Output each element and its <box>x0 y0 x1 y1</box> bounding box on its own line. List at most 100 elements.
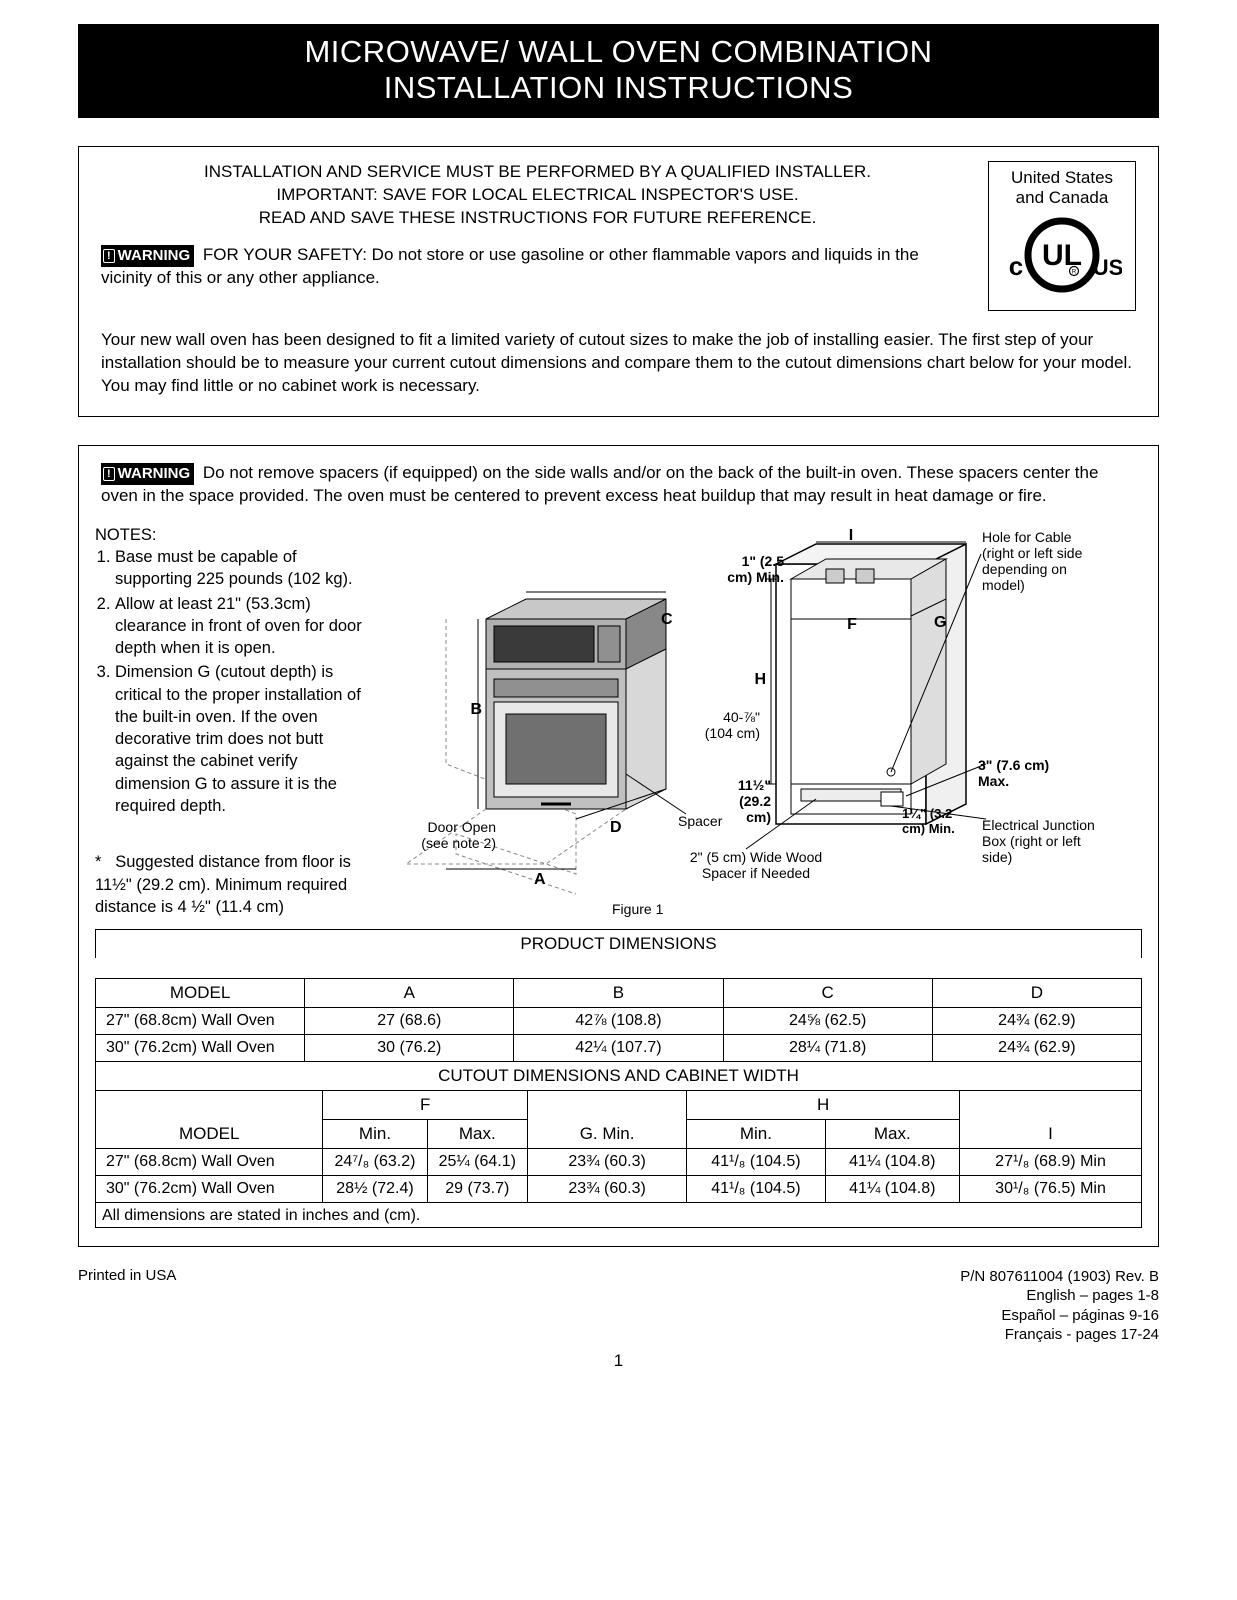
table-row: 30" (76.2cm) Wall Oven 30 (76.2) 42¼ (10… <box>96 1034 1142 1061</box>
door-open-label: Door Open (see note 2) <box>406 819 496 851</box>
center-line1: INSTALLATION AND SERVICE MUST BE PERFORM… <box>101 161 974 184</box>
figure-column: B C D A <box>386 524 1146 929</box>
three-in-label: 3" (7.6 cm) Max. <box>978 757 1068 789</box>
ul-country-label: United States and Canada <box>997 168 1127 209</box>
cell: 30 (76.2) <box>305 1034 514 1061</box>
cell: 27 (68.6) <box>305 1007 514 1034</box>
cell: 28¼ (71.8) <box>723 1034 932 1061</box>
hole-cable-label: Hole for Cable (right or left side depen… <box>982 529 1097 593</box>
col-i: I <box>960 1090 1142 1148</box>
title-line1: MICROWAVE/ WALL OVEN COMBINATION <box>304 34 932 69</box>
note-2: Allow at least 21" (53.3cm) clearance in… <box>115 593 370 660</box>
safety-warning: !WARNING FOR YOUR SAFETY: Do not store o… <box>101 244 974 290</box>
safety-text: FOR YOUR SAFETY: Do not store or use gas… <box>101 245 919 287</box>
cell: 30" (76.2cm) Wall Oven <box>96 1034 305 1061</box>
table-row: MODEL A B C D <box>96 978 1142 1007</box>
document-title: MICROWAVE/ WALL OVEN COMBINATION INSTALL… <box>78 24 1159 118</box>
cell: 23¾ (60.3) <box>528 1175 687 1202</box>
col-d: D <box>932 978 1141 1007</box>
notes-header: NOTES: <box>95 524 370 546</box>
center-line2: IMPORTANT: SAVE FOR LOCAL ELECTRICAL INS… <box>101 184 974 207</box>
warning-label-2: WARNING <box>118 465 191 482</box>
center-line3: READ AND SAVE THESE INSTRUCTIONS FOR FUT… <box>101 207 974 230</box>
svg-text:US: US <box>1093 255 1122 280</box>
warning-label: WARNING <box>118 247 191 264</box>
warning-triangle-icon-2: ! <box>103 467 115 481</box>
cell: 41¼ (104.8) <box>825 1175 959 1202</box>
cell: 27¹/₈ (68.9) Min <box>960 1148 1142 1175</box>
lang-spanish: Español – páginas 9-16 <box>960 1306 1159 1326</box>
intro-paragraph: Your new wall oven has been designed to … <box>101 329 1136 398</box>
installer-notice: INSTALLATION AND SERVICE MUST BE PERFORM… <box>101 161 974 230</box>
spacer-warning-text: Do not remove spacers (if equipped) on t… <box>101 463 1098 505</box>
cell: 41¼ (104.8) <box>825 1148 959 1175</box>
col-fmax: Max. <box>427 1119 527 1148</box>
main-content-box: !WARNING Do not remove spacers (if equip… <box>78 445 1159 1247</box>
col-hmin: Min. <box>687 1119 825 1148</box>
lang-english: English – pages 1-8 <box>960 1286 1159 1306</box>
cell: 30" (76.2cm) Wall Oven <box>96 1175 323 1202</box>
ul-certification-box: United States and Canada UL R c US <box>988 161 1136 311</box>
cell: 25¼ (64.1) <box>427 1148 527 1175</box>
forty-label: 40-⅞" (104 cm) <box>704 709 760 741</box>
all-dimensions-note: All dimensions are stated in inches and … <box>95 1203 1142 1228</box>
col-b: B <box>514 978 723 1007</box>
product-dimensions-table: MODEL A B C D 27" (68.8cm) Wall Oven 27 … <box>95 978 1142 1062</box>
cell: 24⅝ (62.5) <box>723 1007 932 1034</box>
table-row: MODEL F G. Min. H I <box>96 1090 1142 1119</box>
printed-in-usa: Printed in USA <box>78 1267 176 1284</box>
warning-badge-2: !WARNING <box>101 463 194 485</box>
col-a: A <box>305 978 514 1007</box>
junction-label: Electrical Junction Box (right or left s… <box>982 817 1112 865</box>
cell: 41¹/₈ (104.5) <box>687 1175 825 1202</box>
part-number: P/N 807611004 (1903) Rev. B <box>960 1267 1159 1287</box>
table1-caption: PRODUCT DIMENSIONS <box>95 929 1142 958</box>
warning-triangle-icon: ! <box>103 249 115 263</box>
table-row: 27" (68.8cm) Wall Oven 27 (68.6) 42⅞ (10… <box>96 1007 1142 1034</box>
col-f: F <box>323 1090 528 1119</box>
cell: 42¼ (107.7) <box>514 1034 723 1061</box>
col-model: MODEL <box>96 978 305 1007</box>
page-footer: Printed in USA P/N 807611004 (1903) Rev.… <box>78 1267 1159 1345</box>
cell: 30¹/₈ (76.5) Min <box>960 1175 1142 1202</box>
notes-column: NOTES: Base must be capable of supportin… <box>95 524 370 918</box>
cell: 29 (73.7) <box>427 1175 527 1202</box>
figure-caption: Figure 1 <box>612 901 663 917</box>
warning-badge: !WARNING <box>101 245 194 267</box>
ul-logo-icon: UL R c US <box>1002 213 1122 297</box>
cell: 27" (68.8cm) Wall Oven <box>96 1148 323 1175</box>
svg-text:R: R <box>1072 269 1077 275</box>
spacer-warning-paragraph: !WARNING Do not remove spacers (if equip… <box>101 462 1136 508</box>
table-row: 30" (76.2cm) Wall Oven 28½ (72.4) 29 (73… <box>96 1175 1142 1202</box>
asterisk: * <box>95 853 101 871</box>
title-line2: INSTALLATION INSTRUCTIONS <box>78 70 1159 106</box>
table-row: 27" (68.8cm) Wall Oven 24⁷/₈ (63.2) 25¼ … <box>96 1148 1142 1175</box>
lang-french: Français - pages 17-24 <box>960 1325 1159 1345</box>
note-1: Base must be capable of supporting 225 p… <box>115 546 370 591</box>
col-hmax: Max. <box>825 1119 959 1148</box>
elevenhalf-label: 11½" (29.2 cm) <box>711 777 771 825</box>
page-number: 1 <box>78 1351 1159 1371</box>
cell: 27" (68.8cm) Wall Oven <box>96 1007 305 1034</box>
col-g: G. Min. <box>528 1090 687 1148</box>
cell: 24¾ (62.9) <box>932 1034 1141 1061</box>
col-h: H <box>687 1090 960 1119</box>
one-qtr-label: 1¼" (3.2 cm) Min. <box>902 807 962 837</box>
cell: 41¹/₈ (104.5) <box>687 1148 825 1175</box>
col-fmin: Min. <box>323 1119 427 1148</box>
cell: 24¾ (62.9) <box>932 1007 1141 1034</box>
cell: 42⅞ (108.8) <box>514 1007 723 1034</box>
note-3: Dimension G (cutout depth) is critical t… <box>115 661 370 817</box>
wood-spacer-label: 2" (5 cm) Wide Wood Spacer if Needed <box>671 849 841 881</box>
col-model2: MODEL <box>96 1090 323 1148</box>
intro-box: INSTALLATION AND SERVICE MUST BE PERFORM… <box>78 146 1159 417</box>
col-c: C <box>723 978 932 1007</box>
cell: 24⁷/₈ (63.2) <box>323 1148 427 1175</box>
table2-caption: CUTOUT DIMENSIONS AND CABINET WIDTH <box>95 1062 1142 1090</box>
svg-text:c: c <box>1009 251 1023 281</box>
suggested-text: Suggested distance from floor is 11½" (2… <box>95 853 351 916</box>
cell: 28½ (72.4) <box>323 1175 427 1202</box>
one-inch-label: 1" (2.5 cm) Min. <box>714 553 784 585</box>
cell: 23¾ (60.3) <box>528 1148 687 1175</box>
cutout-dimensions-table: MODEL F G. Min. H I Min. Max. Min. Max. … <box>95 1090 1142 1203</box>
